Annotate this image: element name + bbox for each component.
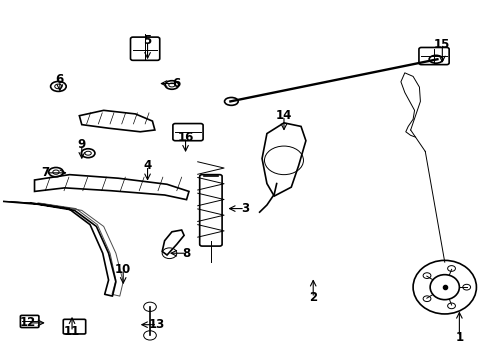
Text: 9: 9 — [77, 138, 86, 151]
Text: 14: 14 — [276, 109, 292, 122]
Text: 7: 7 — [41, 166, 49, 179]
Text: 10: 10 — [115, 263, 131, 276]
Text: 3: 3 — [241, 202, 249, 215]
Text: 13: 13 — [149, 318, 166, 331]
Text: 11: 11 — [64, 325, 80, 338]
Text: 5: 5 — [144, 34, 152, 47]
Text: 12: 12 — [20, 316, 36, 329]
Text: 8: 8 — [182, 247, 191, 260]
Text: 6: 6 — [172, 77, 181, 90]
Text: 15: 15 — [434, 38, 450, 51]
Text: 1: 1 — [455, 331, 464, 344]
Text: 2: 2 — [309, 291, 317, 305]
Text: 16: 16 — [177, 131, 194, 144]
Text: 4: 4 — [144, 159, 152, 172]
Text: 6: 6 — [56, 73, 64, 86]
